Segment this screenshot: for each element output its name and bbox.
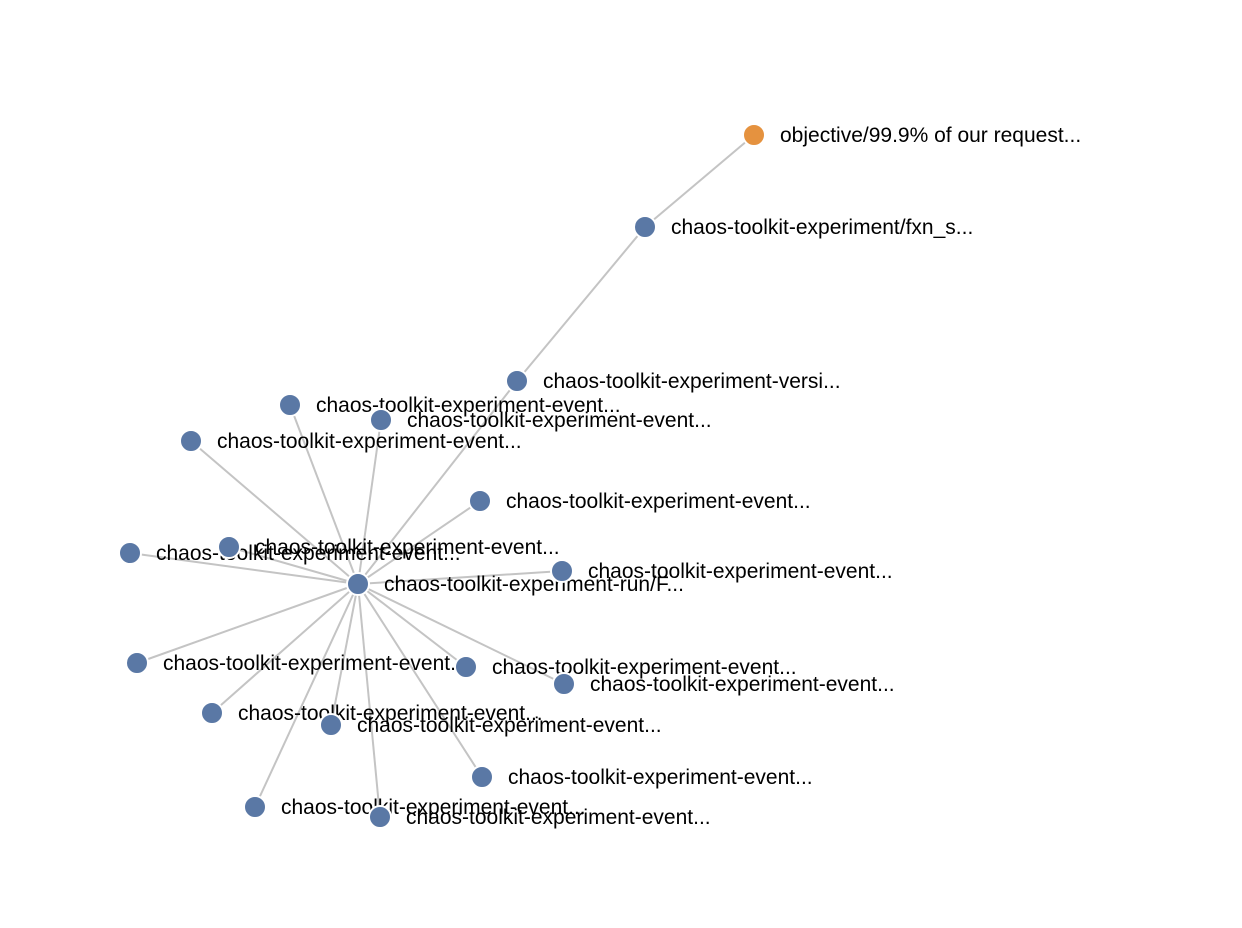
graph-node-event-15[interactable]: chaos-toolkit-experiment-event... xyxy=(368,805,711,829)
edge-run-event-15 xyxy=(357,583,381,818)
node-label: chaos-toolkit-experiment-event... xyxy=(316,394,621,417)
node-circle[interactable] xyxy=(278,393,302,417)
node-label: chaos-toolkit-experiment-event... xyxy=(407,409,712,432)
edge-run-event-06 xyxy=(228,546,359,585)
node-circle[interactable] xyxy=(319,713,343,737)
node-circle[interactable] xyxy=(470,765,494,789)
node-label: chaos-toolkit-experiment-event... xyxy=(281,796,586,819)
node-label: chaos-toolkit-experiment-event... xyxy=(406,806,711,829)
node-circle[interactable] xyxy=(243,795,267,819)
edge-version-run xyxy=(357,380,518,585)
node-label: chaos-toolkit-experiment-event... xyxy=(506,490,811,513)
node-label: chaos-toolkit-experiment-event... xyxy=(238,702,543,725)
node-label: chaos-toolkit-experiment-event... xyxy=(588,560,893,583)
graph-node-event-08[interactable]: chaos-toolkit-experiment-event... xyxy=(125,651,468,675)
graph-node-version[interactable]: chaos-toolkit-experiment-versi... xyxy=(505,369,841,393)
node-label: chaos-toolkit-experiment-versi... xyxy=(543,370,841,393)
edge-run-event-08 xyxy=(136,583,359,664)
node-label: chaos-toolkit-experiment-event... xyxy=(255,536,560,559)
node-circle[interactable] xyxy=(742,123,766,147)
node-circle[interactable] xyxy=(200,701,224,725)
graph-node-event-07[interactable]: chaos-toolkit-experiment-event... xyxy=(550,559,893,583)
node-circle[interactable] xyxy=(454,655,478,679)
node-circle[interactable] xyxy=(125,651,149,675)
node-label: chaos-toolkit-experiment-run/F... xyxy=(384,573,684,596)
graph-node-event-11[interactable]: chaos-toolkit-experiment-event... xyxy=(200,701,543,725)
graph-node-event-10[interactable]: chaos-toolkit-experiment-event... xyxy=(552,672,895,696)
edge-objective-experiment xyxy=(644,134,755,228)
node-circle[interactable] xyxy=(368,805,392,829)
edge-run-event-09 xyxy=(357,583,467,668)
edge-run-event-12 xyxy=(330,583,359,726)
graph-node-objective[interactable]: objective/99.9% of our request... xyxy=(742,123,1081,147)
node-circle[interactable] xyxy=(505,369,529,393)
node-circle[interactable] xyxy=(468,489,492,513)
graph-node-event-06[interactable]: chaos-toolkit-experiment-event... xyxy=(217,535,560,559)
edge-run-event-13 xyxy=(357,583,483,778)
node-circle[interactable] xyxy=(550,559,574,583)
node-circle[interactable] xyxy=(179,429,203,453)
graph-node-event-02[interactable]: chaos-toolkit-experiment-event... xyxy=(369,408,712,432)
graph-node-experiment[interactable]: chaos-toolkit-experiment/fxn_s... xyxy=(633,215,973,239)
node-label: objective/99.9% of our request... xyxy=(780,124,1081,147)
node-circle[interactable] xyxy=(346,572,370,596)
node-label: chaos-toolkit-experiment/fxn_s... xyxy=(671,216,973,239)
edge-run-event-14 xyxy=(254,583,359,808)
edge-run-event-11 xyxy=(211,583,359,714)
graph-node-event-01[interactable]: chaos-toolkit-experiment-event... xyxy=(278,393,621,417)
edge-experiment-version xyxy=(516,226,646,382)
graph-node-event-12[interactable]: chaos-toolkit-experiment-event... xyxy=(319,713,662,737)
graph-node-run[interactable]: chaos-toolkit-experiment-run/F... xyxy=(346,572,684,596)
node-circle[interactable] xyxy=(552,672,576,696)
node-circle[interactable] xyxy=(633,215,657,239)
node-circle[interactable] xyxy=(118,541,142,565)
node-label: chaos-toolkit-experiment-event... xyxy=(217,430,522,453)
graph-node-event-14[interactable]: chaos-toolkit-experiment-event... xyxy=(243,795,586,819)
node-label: chaos-toolkit-experiment-event... xyxy=(163,652,468,675)
edge-run-event-10 xyxy=(357,583,565,685)
node-label: chaos-toolkit-experiment-event... xyxy=(357,714,662,737)
edge-run-event-04 xyxy=(357,500,481,585)
node-layer: objective/99.9% of our request... chaos-t… xyxy=(118,123,1081,829)
edge-run-event-01 xyxy=(289,404,359,585)
node-circle[interactable] xyxy=(217,535,241,559)
graph-node-event-03[interactable]: chaos-toolkit-experiment-event... xyxy=(179,429,522,453)
edge-layer xyxy=(129,134,755,818)
edge-run-event-02 xyxy=(357,419,382,585)
edge-run-event-07 xyxy=(357,570,563,585)
graph-node-event-13[interactable]: chaos-toolkit-experiment-event... xyxy=(470,765,813,789)
edge-run-event-03 xyxy=(190,440,359,585)
edge-run-event-05 xyxy=(129,552,359,585)
node-label: chaos-toolkit-experiment-event... xyxy=(508,766,813,789)
node-circle[interactable] xyxy=(369,408,393,432)
node-label: chaos-toolkit-experiment-event... xyxy=(590,673,895,696)
graph-node-event-04[interactable]: chaos-toolkit-experiment-event... xyxy=(468,489,811,513)
